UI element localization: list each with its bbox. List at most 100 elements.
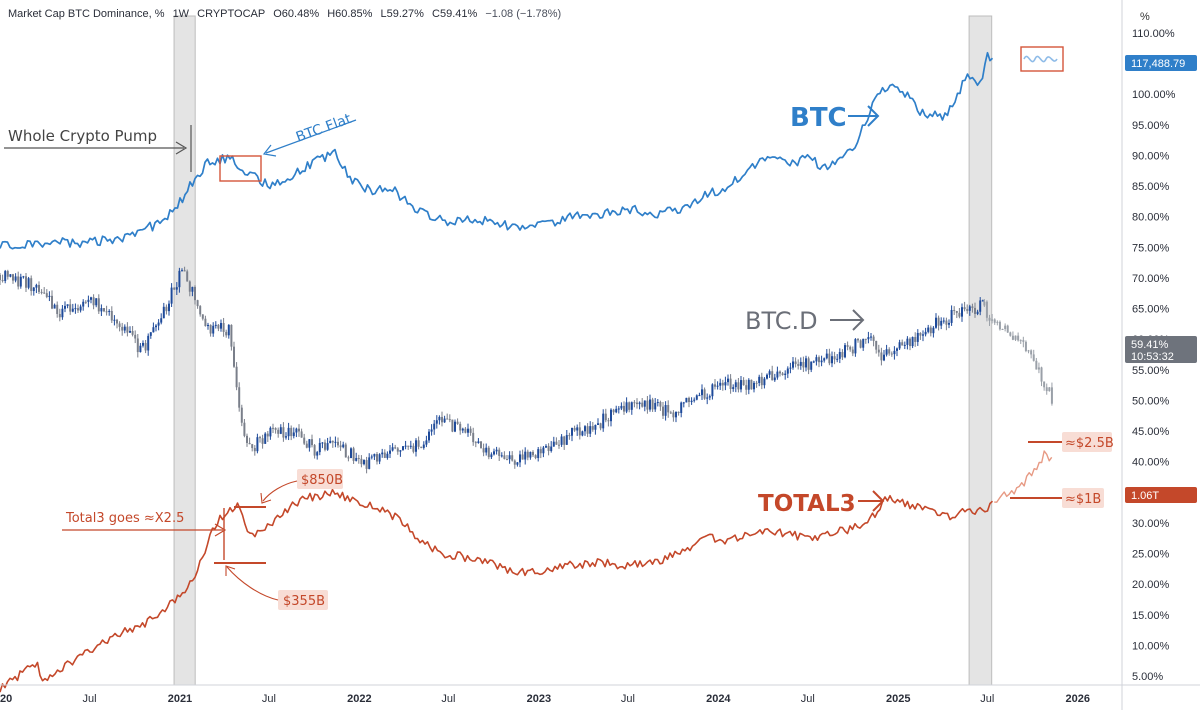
candle-body xyxy=(760,376,763,386)
candle-body xyxy=(61,308,64,318)
callout-355b-bg xyxy=(278,590,328,610)
candle-body xyxy=(558,444,560,446)
candle-body xyxy=(199,306,202,315)
candle-body xyxy=(201,314,204,319)
candle-body xyxy=(365,460,368,469)
candle-body xyxy=(932,327,935,334)
candle-body xyxy=(753,382,755,390)
candle-body xyxy=(820,360,823,363)
candle-body xyxy=(643,400,646,407)
candle-body xyxy=(48,295,51,297)
candle-body xyxy=(708,396,711,398)
candle-body xyxy=(318,442,321,453)
candle-body xyxy=(129,330,131,333)
candle-body xyxy=(607,420,610,422)
candle-body xyxy=(347,457,350,459)
candle-body xyxy=(165,306,168,312)
candle-body xyxy=(560,436,563,445)
candle-body xyxy=(155,325,157,328)
candle-body xyxy=(456,421,459,424)
candle-body xyxy=(58,313,61,318)
candle-body xyxy=(732,387,735,390)
candle-body xyxy=(841,352,844,358)
candle-body xyxy=(604,413,607,421)
candle-body xyxy=(890,353,893,355)
btc-price-badge: 117,488.79 xyxy=(1125,55,1197,71)
candle-body xyxy=(513,460,516,465)
candle-body xyxy=(461,428,464,431)
candle-body xyxy=(71,308,74,312)
candle-body xyxy=(506,459,508,461)
candle-body xyxy=(532,451,534,456)
candle-body xyxy=(217,324,220,329)
candle-body xyxy=(35,284,38,288)
time-tick-label: Jul xyxy=(441,693,455,705)
series-total3-projection[interactable] xyxy=(994,450,1053,503)
candle-body xyxy=(454,421,456,432)
candle-body xyxy=(1,279,4,281)
candle-body xyxy=(415,440,417,452)
candle-body xyxy=(656,402,659,404)
candle-body xyxy=(888,349,891,354)
candle-body xyxy=(118,323,121,327)
price-tick-label: 40.00% xyxy=(1132,457,1170,469)
candle-body xyxy=(836,358,839,360)
candle-body xyxy=(870,336,872,338)
candle-body xyxy=(802,361,805,368)
candle-body xyxy=(714,384,716,387)
candle-body xyxy=(207,324,209,327)
candle-body xyxy=(625,402,628,412)
candle-body xyxy=(264,433,267,444)
candle-body xyxy=(633,402,636,404)
candle-body xyxy=(750,379,753,390)
series-btc-dominance-projection[interactable] xyxy=(983,299,1053,406)
candle-body xyxy=(378,454,381,462)
candle-body xyxy=(998,321,1001,330)
candle-body xyxy=(300,431,303,438)
candle-body xyxy=(584,426,586,432)
candle-body xyxy=(872,336,875,341)
candle-body xyxy=(669,412,672,414)
candle-body xyxy=(794,361,797,365)
candle-body xyxy=(409,445,412,447)
candle-body xyxy=(597,423,599,425)
candle-body xyxy=(859,340,862,348)
candle-body xyxy=(724,382,727,386)
series-btc-dominance[interactable] xyxy=(0,266,984,474)
candle-body xyxy=(955,311,958,313)
candle-body xyxy=(729,378,732,390)
highlight-band-2 xyxy=(968,15,993,686)
candle-body xyxy=(662,406,664,416)
series-btc[interactable] xyxy=(0,51,994,250)
candle-body xyxy=(19,276,22,287)
header-interval[interactable]: 1W xyxy=(172,8,190,20)
candle-body xyxy=(438,416,441,421)
candle-body xyxy=(298,428,300,432)
price-tick-label: 15.00% xyxy=(1132,610,1170,622)
candle-body xyxy=(1050,387,1053,404)
candle-body xyxy=(568,435,571,437)
arrow-btcd xyxy=(830,309,865,331)
candle-body xyxy=(292,432,295,437)
candle-body xyxy=(321,442,324,444)
price-tick-label: 75.00% xyxy=(1132,242,1170,254)
annotation-btc: BTC xyxy=(790,103,847,133)
price-tick-label: 70.00% xyxy=(1132,273,1170,285)
candle-body xyxy=(937,317,940,326)
candle-body xyxy=(435,420,438,424)
series-total3[interactable] xyxy=(0,488,994,693)
candle-body xyxy=(74,308,77,310)
candle-body xyxy=(953,309,956,312)
candle-body xyxy=(144,342,147,351)
candle-body xyxy=(940,320,943,326)
candle-body xyxy=(864,338,867,340)
candle-body xyxy=(578,427,581,436)
candle-body xyxy=(134,334,137,339)
candle-body xyxy=(352,448,355,461)
candle-body xyxy=(675,411,677,418)
candle-body xyxy=(376,453,378,462)
candle-body xyxy=(976,311,979,314)
candle-body xyxy=(469,428,472,433)
candle-body xyxy=(113,319,116,321)
